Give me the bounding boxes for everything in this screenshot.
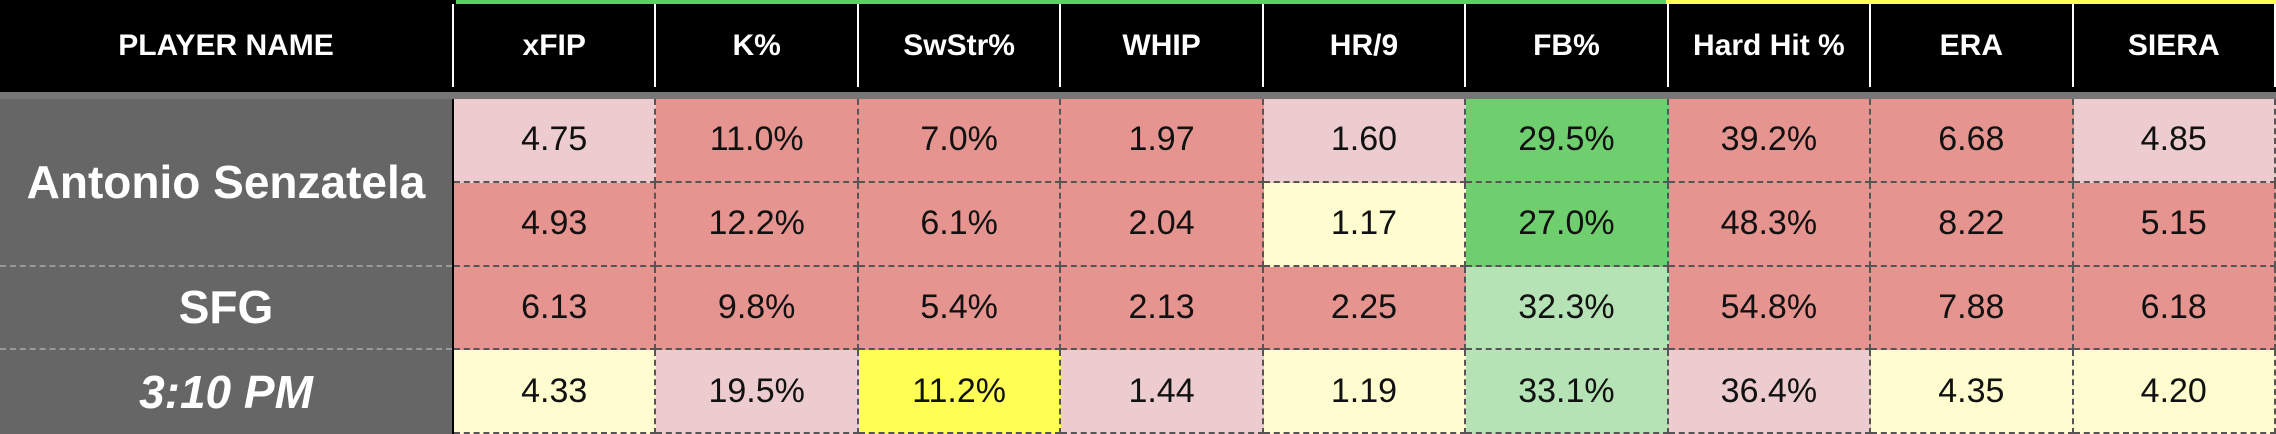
team: SFG (0, 266, 452, 351)
stat-cell: 6.18 (2073, 266, 2276, 351)
stat-cell: 2.13 (1061, 266, 1264, 351)
stat-cell: 4.93 (454, 182, 657, 267)
stat-cell: 4.20 (2073, 350, 2276, 434)
column-header: SIERA (2074, 4, 2276, 87)
stat-cell: 1.19 (1263, 350, 1467, 434)
stat-cell: 11.0% (656, 99, 859, 183)
column-header: FB% (1466, 4, 1669, 87)
game-time: 3:10 PM (0, 350, 452, 434)
stat-cell: 4.35 (1871, 350, 2074, 434)
stat-cell: 19.5% (656, 350, 859, 434)
column-header: Hard Hit % (1669, 4, 1872, 87)
stat-cell: 7.88 (1871, 266, 2074, 351)
stat-cell: 36.4% (1668, 350, 1872, 434)
column-header: HR/9 (1264, 4, 1467, 87)
stat-cell: 6.68 (1871, 99, 2074, 183)
stat-cell: 48.3% (1668, 182, 1872, 267)
column-header: ERA (1871, 4, 2074, 87)
stat-cell: 12.2% (656, 182, 859, 267)
stat-cell: 5.4% (858, 266, 1062, 351)
stat-cell: 2.25 (1263, 266, 1467, 351)
stat-cell: 8.22 (1871, 182, 2074, 267)
stat-cell: 6.1% (858, 182, 1062, 267)
stat-cell: 33.1% (1466, 350, 1669, 434)
stat-cell: 5.15 (2073, 182, 2276, 267)
column-header: WHIP (1061, 4, 1264, 87)
stat-cell: 1.60 (1263, 99, 1467, 183)
column-header: PLAYER NAME (0, 4, 454, 87)
stat-cell: 7.0% (858, 99, 1062, 183)
stat-cell: 4.85 (2073, 99, 2276, 183)
top-stripe-yellow (1666, 0, 2276, 4)
column-header: xFIP (454, 4, 657, 87)
separator (0, 92, 2276, 99)
stat-cell: 1.97 (1061, 99, 1264, 183)
player-name: Antonio Senzatela (0, 99, 452, 267)
stat-cell: 29.5% (1466, 99, 1669, 183)
stat-cell: 27.0% (1466, 182, 1669, 267)
stat-cell: 39.2% (1668, 99, 1872, 183)
stat-cell: 6.13 (454, 266, 657, 351)
stat-cell: 4.75 (454, 99, 657, 183)
stat-cell: 2.04 (1061, 182, 1264, 267)
stat-cell: 9.8% (656, 266, 859, 351)
column-header: SwStr% (859, 4, 1062, 87)
stat-cell: 1.17 (1263, 182, 1467, 267)
stat-cell: 1.44 (1061, 350, 1264, 434)
stat-cell: 11.2% (858, 350, 1062, 434)
stat-cell: 54.8% (1668, 266, 1872, 351)
stat-cell: 4.33 (454, 350, 657, 434)
column-header: K% (656, 4, 859, 87)
stat-cell: 32.3% (1466, 266, 1669, 351)
top-stripe-green (456, 0, 1666, 4)
